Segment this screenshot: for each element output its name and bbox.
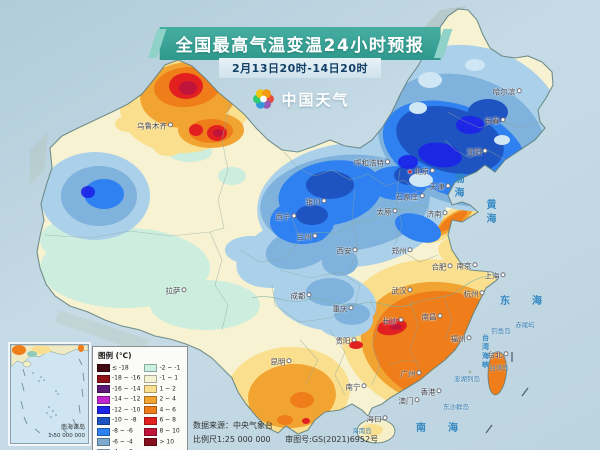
legend-swatch xyxy=(97,385,110,394)
dash-line-marks xyxy=(485,352,529,434)
subtitle-banner: 2月13日20时-14日20时 xyxy=(219,58,381,78)
legend-swatch xyxy=(97,364,110,372)
legend-label: -6 ~ -4 xyxy=(112,438,133,446)
legend-swatch xyxy=(144,427,158,436)
legend-item: -6 ~ -4 xyxy=(97,438,140,447)
logo-text: 中国天气 xyxy=(281,90,350,109)
inset-scale: 1:50 000 000 xyxy=(48,433,85,439)
legend-swatch xyxy=(144,364,158,372)
rivers xyxy=(251,204,494,307)
inset-title: 南海诸岛 xyxy=(60,424,85,431)
legend-swatch xyxy=(144,438,158,447)
pinwheel-icon xyxy=(252,89,274,109)
hainan-island xyxy=(356,418,396,444)
map-footer: 数据来源：中央气象台 比例尺1:25 000 000 审图号:GS(2021)6… xyxy=(193,419,378,446)
footer-source: 数据来源：中央气象台 xyxy=(193,421,273,430)
legend-label: -14 ~ -12 xyxy=(112,395,141,403)
legend-swatch xyxy=(97,448,110,450)
legend-item: -2 ~ -1 xyxy=(144,364,183,372)
legend-item: 4 ~ 6 xyxy=(144,406,183,415)
legend-item: ≤ -18 xyxy=(97,364,140,372)
legend-item: -1 ~ 1 xyxy=(144,374,183,383)
legend-item: -18 ~ -16 xyxy=(97,374,141,383)
province-borders xyxy=(44,101,541,396)
legend-swatch xyxy=(144,395,158,404)
legend-label: 8 ~ 10 xyxy=(159,427,180,435)
legend-swatch xyxy=(97,416,110,425)
legend-swatch xyxy=(97,374,110,383)
legend-item: -16 ~ -14 xyxy=(97,385,141,394)
legend-swatch xyxy=(144,406,158,415)
map-legend: 图例 (℃) ≤ -18 -18 ~ -16 -16 ~ -14 -14 ~ -12-… xyxy=(92,346,188,450)
nine-dash-line xyxy=(20,358,85,437)
legend-label: ≤ -18 xyxy=(112,364,129,371)
footer-approval: 审图号:GS(2021)6952号 xyxy=(285,434,379,444)
legend-item: 8 ~ 10 xyxy=(144,427,183,436)
legend-item: -14 ~ -12 xyxy=(97,395,141,404)
legend-label: -8 ~ -6 xyxy=(112,427,133,435)
legend-col-cold: ≤ -18 -18 ~ -16 -16 ~ -14 -14 ~ -12 -12 ~ -1… xyxy=(97,364,140,450)
footer-scale: 比例尺1:25 000 000 xyxy=(193,434,271,444)
legend-swatch xyxy=(97,438,110,447)
legend-label: 2 ~ 4 xyxy=(159,395,176,403)
legend-swatch xyxy=(144,385,158,394)
inset-map: 南海诸岛 1:50 000 000 xyxy=(10,344,89,444)
title-banner: 全国最高气温变温24小时预报 xyxy=(159,27,441,60)
legend-item: -10 ~ -8 xyxy=(97,416,140,425)
legend-label: -4 ~ -2 xyxy=(112,449,133,450)
legend-label: > 10 xyxy=(159,438,175,446)
legend-label: -10 ~ -8 xyxy=(112,416,137,424)
taiwan-island xyxy=(487,351,507,396)
legend-col-warm: -2 ~ -1 -1 ~ 1 1 ~ 2 2 ~ 4 4 ~ 6 6 ~ 8 8 ~ 10 >… xyxy=(144,364,183,450)
legend-item: -12 ~ -10 xyxy=(97,406,141,415)
legend-swatch xyxy=(144,374,158,383)
legend-item: > 10 xyxy=(144,438,183,447)
legend-label: 6 ~ 8 xyxy=(159,416,176,424)
legend-item: -8 ~ -6 xyxy=(97,427,140,436)
legend-label: -1 ~ 1 xyxy=(159,374,179,382)
inset-map-graphic xyxy=(11,345,88,443)
legend-item: 6 ~ 8 xyxy=(144,416,183,425)
legend-label: -12 ~ -10 xyxy=(112,406,141,414)
page-title: 全国最高气温变温24小时预报 xyxy=(175,36,425,56)
legend-label: -16 ~ -14 xyxy=(112,385,141,393)
forecast-period: 2月13日20时-14日20时 xyxy=(232,62,368,75)
legend-swatch xyxy=(97,406,110,415)
legend-label: -18 ~ -16 xyxy=(112,374,141,382)
legend-label: 4 ~ 6 xyxy=(159,406,176,414)
legend-swatch xyxy=(97,395,110,404)
legend-swatch xyxy=(144,416,158,425)
legend-label: -2 ~ -1 xyxy=(159,364,181,371)
legend-item: -4 ~ -2 xyxy=(97,448,140,450)
island-dots xyxy=(32,372,59,418)
legend-item: 1 ~ 2 xyxy=(144,385,183,394)
weather-logo: 中国天气 xyxy=(250,86,349,112)
legend-label: 1 ~ 2 xyxy=(159,385,176,393)
legend-swatch xyxy=(97,427,110,436)
legend-item: 2 ~ 4 xyxy=(144,395,183,404)
legend-title: 图例 (℃) xyxy=(98,351,132,360)
